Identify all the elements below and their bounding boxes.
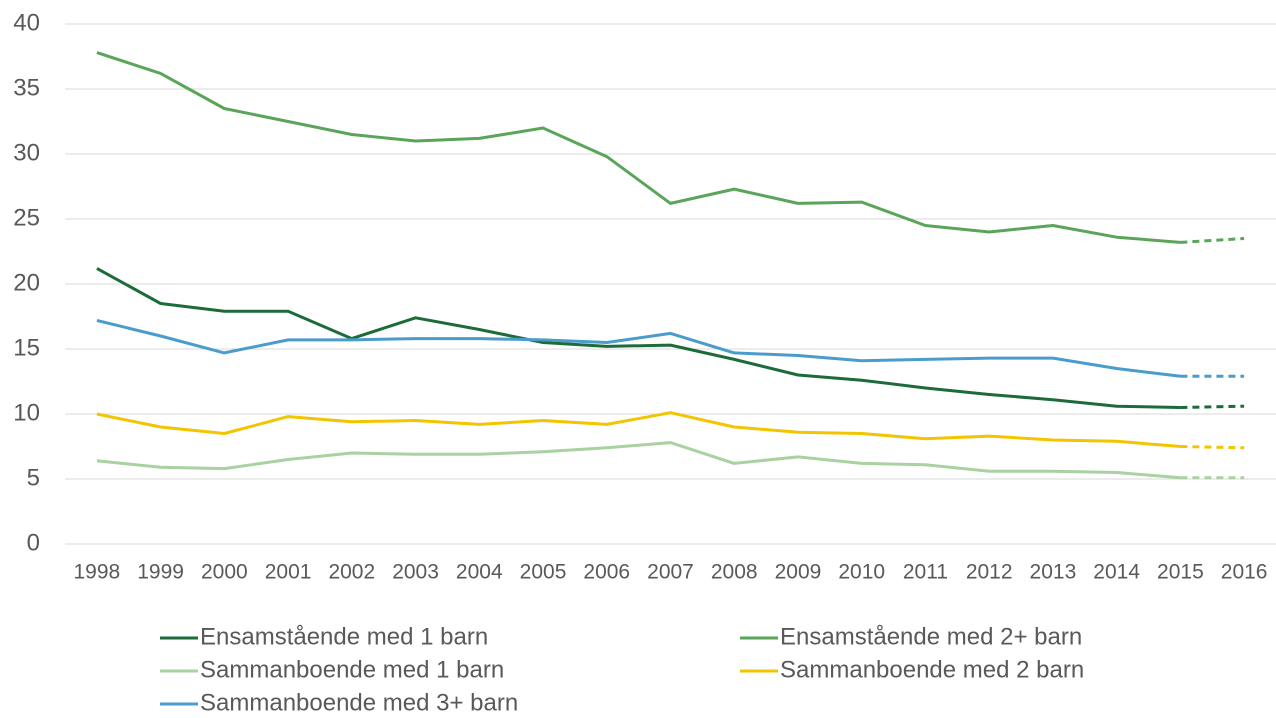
legend-label: Sammanboende med 2 barn — [780, 656, 1084, 683]
y-tick-label: 15 — [13, 334, 40, 361]
x-tick-label: 2001 — [265, 561, 312, 584]
x-tick-label: 2004 — [456, 561, 503, 584]
line-series — [96, 441, 1181, 480]
y-tick-label: 20 — [13, 269, 40, 296]
legend-label: Ensamstående med 2+ barn — [780, 623, 1082, 650]
legend-label: Sammanboende med 3+ barn — [200, 689, 518, 716]
line-series — [96, 411, 1181, 448]
y-tick-label: 40 — [13, 9, 40, 36]
x-tick-label: 1998 — [74, 561, 121, 584]
x-tick-label: 2005 — [520, 561, 567, 584]
y-tick-label: 35 — [13, 74, 40, 101]
x-tick-label: 2016 — [1221, 561, 1268, 584]
x-tick-label: 2002 — [328, 561, 375, 584]
x-tick-label: 2003 — [392, 561, 439, 584]
line-series-projection — [1180, 404, 1245, 409]
x-tick-label: 2006 — [583, 561, 630, 584]
x-tick-label: 2007 — [647, 561, 694, 584]
y-tick-label: 0 — [27, 529, 40, 556]
x-tick-label: 2012 — [966, 561, 1013, 584]
line-series-projection — [1180, 445, 1245, 450]
line-series — [96, 267, 1181, 409]
legend-label: Ensamstående med 1 barn — [200, 623, 488, 650]
line-series — [96, 51, 1181, 244]
y-tick-label: 10 — [13, 399, 40, 426]
y-tick-label: 25 — [13, 204, 40, 231]
x-tick-label: 2015 — [1157, 561, 1204, 584]
x-tick-label: 2010 — [838, 561, 885, 584]
line-series-projection — [1180, 237, 1245, 244]
x-tick-label: 2009 — [775, 561, 822, 584]
y-tick-label: 30 — [13, 139, 40, 166]
x-tick-label: 2000 — [201, 561, 248, 584]
x-tick-label: 2014 — [1093, 561, 1140, 584]
x-tick-label: 2013 — [1030, 561, 1077, 584]
x-tick-label: 2008 — [711, 561, 758, 584]
x-tick-label: 1999 — [137, 561, 184, 584]
x-tick-label: 2011 — [903, 561, 948, 584]
line-series — [96, 318, 1181, 378]
legend-label: Sammanboende med 1 barn — [200, 656, 504, 683]
y-tick-label: 5 — [27, 464, 40, 491]
